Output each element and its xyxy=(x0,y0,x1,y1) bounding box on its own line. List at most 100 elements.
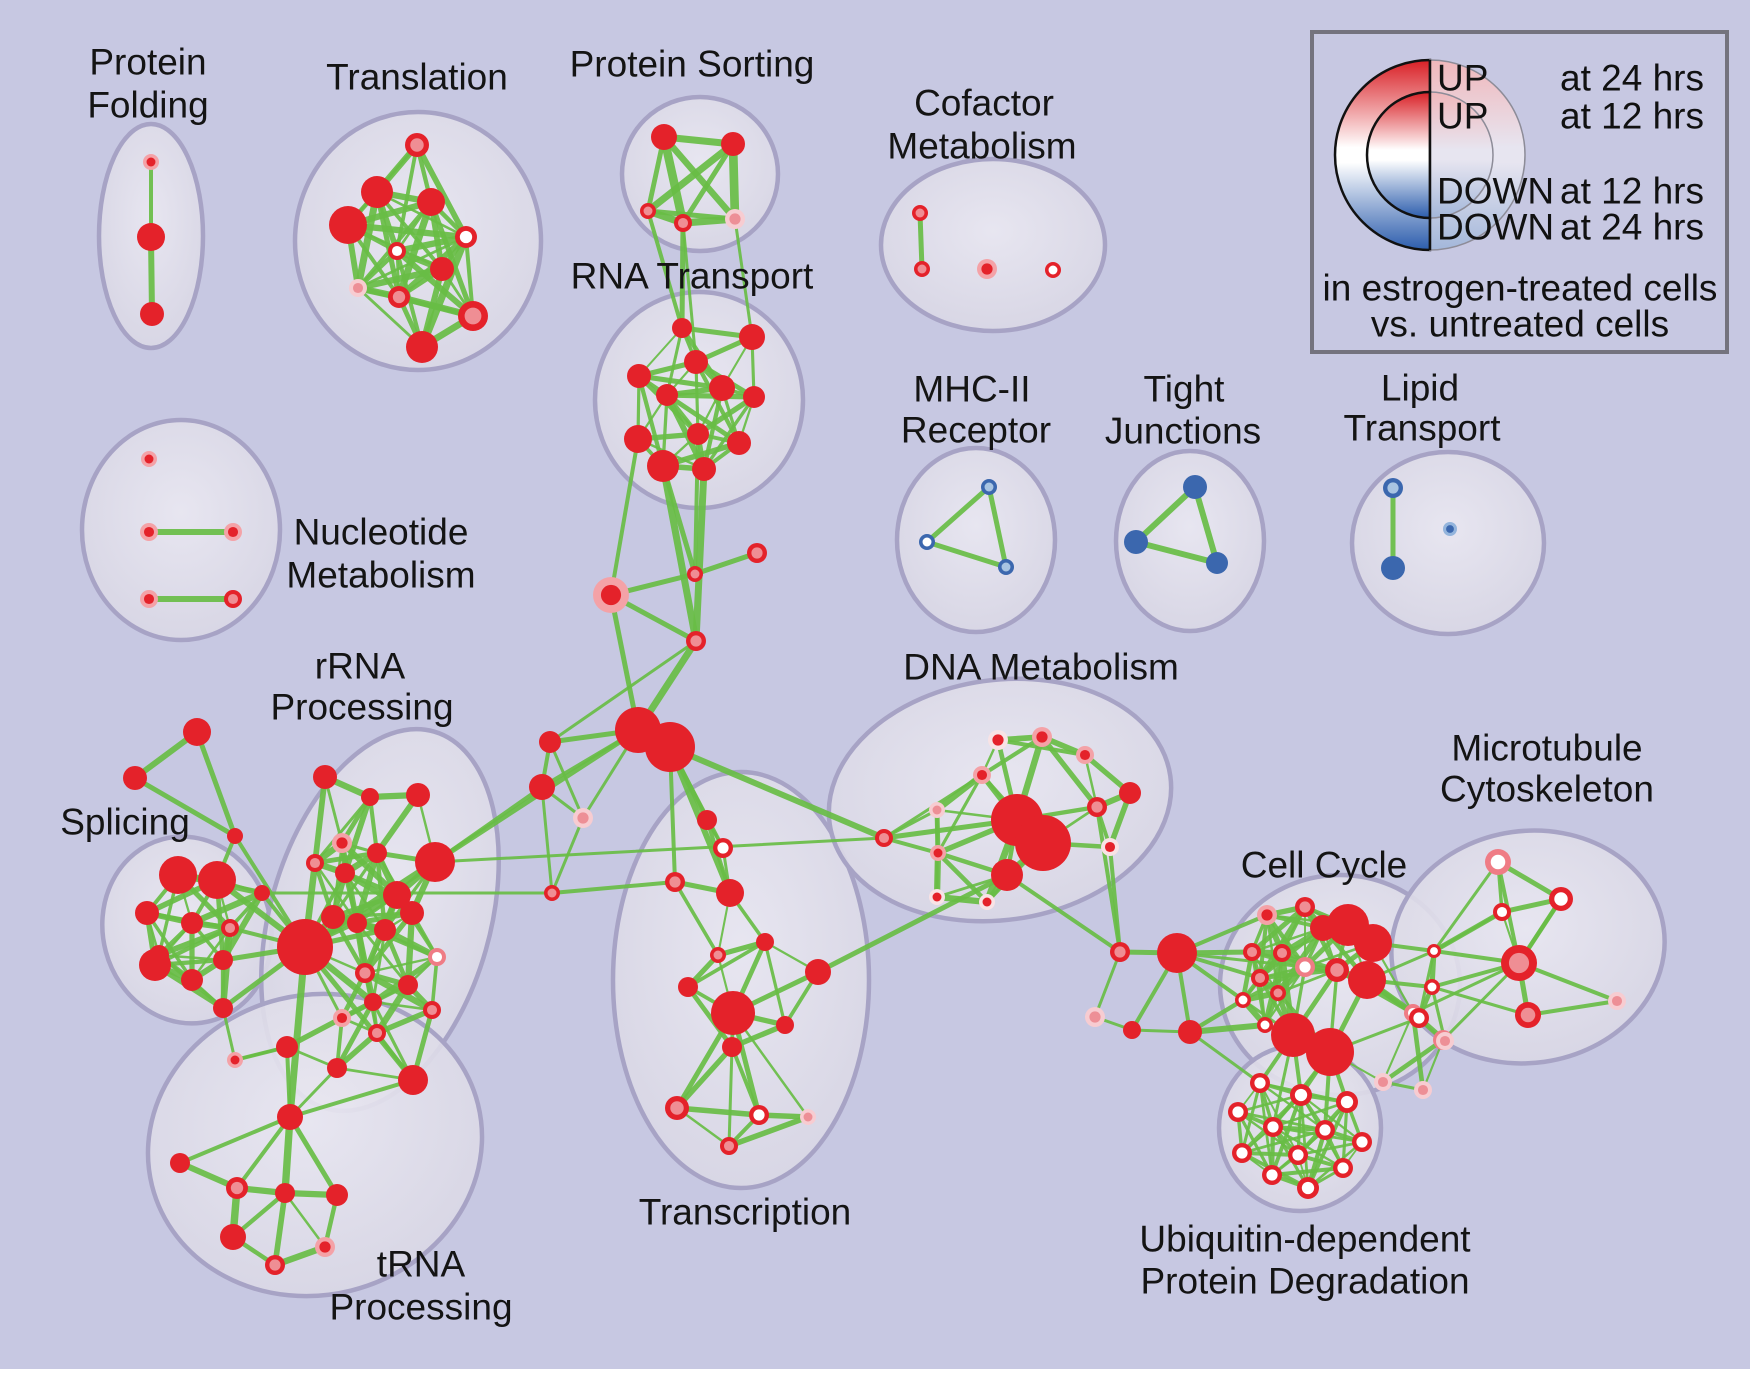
gene-node-tc-10 xyxy=(749,1105,769,1125)
gene-node-nm-1 xyxy=(140,523,158,541)
gene-node-rt-10 xyxy=(647,450,679,482)
cluster-ellipse-lt xyxy=(1349,449,1547,637)
cluster-label-tc-0: Transcription xyxy=(639,1192,851,1233)
node-ring-24hr xyxy=(1381,556,1405,580)
node-ring-24hr xyxy=(398,1065,428,1095)
edge-rr xyxy=(342,794,373,876)
legend-time-0: at 24 hrs xyxy=(1560,58,1704,99)
edge-tr xyxy=(414,142,469,240)
gene-node-rr-0 xyxy=(313,765,337,789)
node-core-12hr xyxy=(981,263,993,275)
gene-node-lt-1 xyxy=(1381,556,1405,580)
node-ring-24hr xyxy=(123,766,147,790)
gene-node-dm-0 xyxy=(988,730,1008,750)
node-core-12hr xyxy=(729,213,741,225)
edge-link xyxy=(679,220,686,331)
node-core-12hr xyxy=(1266,1169,1278,1181)
gene-node-mt-4 xyxy=(1424,979,1440,995)
node-ring-24hr xyxy=(139,949,171,981)
edge-link xyxy=(132,775,238,839)
edge-tc xyxy=(726,1114,811,1149)
node-ring-24hr xyxy=(1306,1028,1354,1076)
node-core-12hr xyxy=(723,1140,735,1152)
legend-footnote-1: vs. untreated cells xyxy=(1371,304,1669,345)
edge-link xyxy=(660,463,698,577)
node-ring-24hr xyxy=(672,318,692,338)
edge-tc xyxy=(763,940,787,1027)
edge-ps xyxy=(728,139,740,224)
node-core-12hr xyxy=(1356,1136,1368,1148)
gene-node-sp-9 xyxy=(254,885,270,901)
gene-node-mt-3 xyxy=(1427,944,1441,958)
gene-node-tn-7 xyxy=(265,1255,285,1275)
node-core-12hr xyxy=(547,888,557,898)
gene-node-tc-9 xyxy=(665,1096,689,1120)
edge-ps xyxy=(659,132,688,228)
node-core-12hr xyxy=(1091,801,1103,813)
node-ring-24hr xyxy=(1123,1021,1141,1039)
edge-tc xyxy=(685,984,735,1050)
node-core-12hr xyxy=(1254,1077,1266,1089)
gene-node-rr-2 xyxy=(406,783,430,807)
gene-node-tr-0 xyxy=(405,133,429,157)
gene-node-tc-2 xyxy=(756,933,774,951)
node-ring-24hr xyxy=(1178,1020,1202,1044)
node-core-12hr xyxy=(1520,1007,1536,1023)
node-core-12hr xyxy=(669,876,681,888)
gene-node-br-16 xyxy=(227,828,243,844)
gene-node-rr-10 xyxy=(347,913,367,933)
node-core-12hr xyxy=(1337,1162,1349,1174)
gene-node-ps-0 xyxy=(651,124,677,150)
gene-node-rr-19 xyxy=(333,1009,351,1027)
gene-node-br-19 xyxy=(1085,1007,1105,1027)
edge-link xyxy=(986,484,1009,570)
gene-node-tc-0 xyxy=(716,879,744,907)
node-ring-24hr xyxy=(645,722,695,772)
edge-ub xyxy=(1306,1100,1349,1190)
node-ring-24hr xyxy=(327,1058,347,1078)
gene-node-dm-3 xyxy=(973,766,991,784)
gene-node-tc-7 xyxy=(776,1016,794,1034)
node-core-12hr xyxy=(1276,947,1288,959)
gene-node-ub-9 xyxy=(1333,1158,1353,1178)
gene-node-dm-5 xyxy=(1087,797,1107,817)
gene-node-tn-6 xyxy=(315,1237,335,1257)
gene-node-dm-6 xyxy=(1119,782,1141,804)
node-ring-24hr xyxy=(276,1036,298,1058)
gene-node-br-18 xyxy=(1123,1021,1141,1039)
node-core-12hr xyxy=(1294,1088,1308,1102)
gene-node-rr-4 xyxy=(306,854,324,872)
gene-node-cc-14 xyxy=(1178,1020,1202,1044)
node-ring-24hr xyxy=(181,969,203,991)
gene-node-rt-7 xyxy=(687,423,709,445)
legend-time-3: at 24 hrs xyxy=(1560,207,1704,248)
gene-node-br-10 xyxy=(697,810,717,830)
node-ring-24hr xyxy=(198,861,236,899)
node-ring-24hr xyxy=(721,132,745,156)
edge-rr xyxy=(334,999,376,1071)
edge-link xyxy=(287,1114,340,1198)
node-core-12hr xyxy=(677,217,689,229)
node-ring-24hr xyxy=(678,977,698,997)
gene-node-br-5 xyxy=(686,631,706,651)
gene-node-br-17 xyxy=(1110,942,1130,962)
cluster-label-mt-1: Cytoskeleton xyxy=(1440,769,1654,810)
node-core-12hr xyxy=(1413,1012,1425,1024)
gene-node-rt-2 xyxy=(684,350,708,374)
node-core-12hr xyxy=(717,842,729,854)
gene-node-cc-10 xyxy=(1251,969,1269,987)
edge-link xyxy=(693,432,700,576)
node-core-12hr xyxy=(1340,1095,1354,1109)
node-core-12hr xyxy=(1089,1011,1101,1023)
gene-node-dm-11 xyxy=(930,845,946,861)
edge-link xyxy=(178,1115,292,1165)
gene-node-cc-5 xyxy=(1243,943,1261,961)
gene-node-br-12 xyxy=(875,829,893,847)
node-ring-24hr xyxy=(406,331,438,363)
edge-ub xyxy=(1236,1110,1327,1132)
node-ring-24hr xyxy=(277,1104,303,1130)
gene-node-mt-7 xyxy=(1608,992,1626,1010)
node-core-12hr xyxy=(1439,1035,1451,1047)
